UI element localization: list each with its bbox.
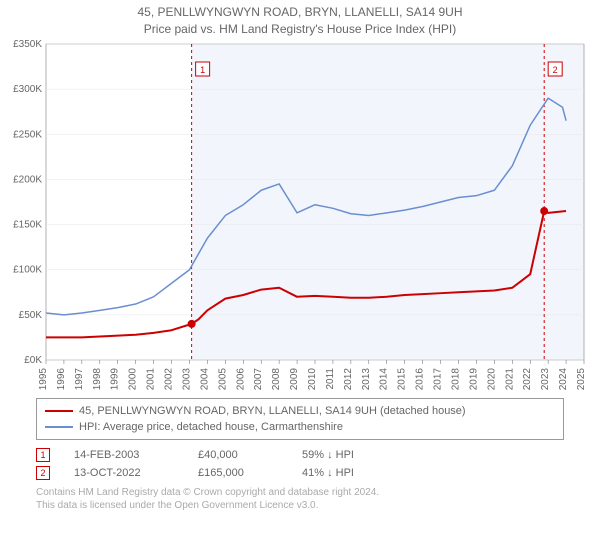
- svg-text:2011: 2011: [325, 367, 336, 389]
- marker-table: 1 14-FEB-2003 £40,000 59% ↓ HPI 2 13-OCT…: [36, 446, 564, 482]
- marker-diff-1: 59% ↓ HPI: [302, 449, 392, 461]
- price-chart: £0K £50K £100K £150K £200K £250K £300K £350K 199…: [0, 38, 600, 394]
- svg-text:1: 1: [200, 65, 205, 75]
- svg-text:2020: 2020: [486, 367, 497, 390]
- legend-item-property: 45, PENLLWYNGWYN ROAD, BRYN, LLANELLI, S…: [45, 403, 555, 419]
- svg-text:2024: 2024: [558, 367, 569, 390]
- svg-text:2000: 2000: [128, 367, 139, 390]
- svg-text:£300K: £300K: [13, 84, 42, 95]
- svg-text:2019: 2019: [468, 367, 479, 390]
- svg-text:2025: 2025: [576, 367, 587, 390]
- chart-container: £0K £50K £100K £150K £200K £250K £300K £350K 199…: [0, 38, 600, 394]
- marker-badge-1: 1: [36, 448, 50, 462]
- svg-text:2009: 2009: [289, 367, 300, 390]
- svg-text:2023: 2023: [540, 367, 551, 390]
- svg-text:2016: 2016: [415, 367, 426, 390]
- svg-text:1998: 1998: [92, 367, 103, 390]
- svg-text:2018: 2018: [450, 367, 461, 390]
- svg-text:1997: 1997: [74, 367, 85, 390]
- svg-text:£150K: £150K: [13, 219, 42, 230]
- svg-text:£0K: £0K: [24, 355, 42, 366]
- svg-text:2014: 2014: [379, 367, 390, 390]
- svg-text:£100K: £100K: [13, 264, 42, 275]
- footnote-line-1: Contains HM Land Registry data © Crown c…: [36, 486, 564, 499]
- svg-text:2021: 2021: [504, 367, 515, 390]
- svg-text:1996: 1996: [56, 367, 67, 390]
- marker-price-1: £40,000: [198, 449, 278, 461]
- svg-text:2012: 2012: [343, 367, 354, 390]
- marker-date-2: 13-OCT-2022: [74, 467, 174, 479]
- svg-text:2006: 2006: [235, 367, 246, 390]
- footnote: Contains HM Land Registry data © Crown c…: [36, 486, 564, 512]
- svg-text:2002: 2002: [164, 367, 175, 390]
- marker-row-1: 1 14-FEB-2003 £40,000 59% ↓ HPI: [36, 446, 564, 464]
- svg-text:2005: 2005: [217, 367, 228, 390]
- marker-diff-2: 41% ↓ HPI: [302, 467, 392, 479]
- legend: 45, PENLLWYNGWYN ROAD, BRYN, LLANELLI, S…: [36, 398, 564, 440]
- legend-label-property: 45, PENLLWYNGWYN ROAD, BRYN, LLANELLI, S…: [79, 405, 466, 417]
- svg-text:2015: 2015: [397, 367, 408, 390]
- svg-text:2003: 2003: [181, 367, 192, 390]
- chart-title-block: 45, PENLLWYNGWYN ROAD, BRYN, LLANELLI, S…: [0, 0, 600, 38]
- svg-text:2004: 2004: [199, 367, 210, 390]
- marker-badge-2: 2: [36, 466, 50, 480]
- legend-swatch-property: [45, 410, 73, 412]
- svg-text:2007: 2007: [253, 367, 264, 390]
- marker-row-2: 2 13-OCT-2022 £165,000 41% ↓ HPI: [36, 464, 564, 482]
- svg-text:£350K: £350K: [13, 39, 42, 50]
- svg-text:£200K: £200K: [13, 174, 42, 185]
- svg-text:2017: 2017: [433, 367, 444, 390]
- title-line-2: Price paid vs. HM Land Registry's House …: [0, 21, 600, 38]
- marker-date-1: 14-FEB-2003: [74, 449, 174, 461]
- footnote-line-2: This data is licensed under the Open Gov…: [36, 499, 564, 512]
- svg-text:2010: 2010: [307, 367, 318, 390]
- svg-text:£250K: £250K: [13, 129, 42, 140]
- svg-text:£50K: £50K: [19, 309, 43, 320]
- svg-text:1999: 1999: [110, 367, 121, 390]
- legend-label-hpi: HPI: Average price, detached house, Carm…: [79, 421, 343, 433]
- svg-text:2013: 2013: [361, 367, 372, 390]
- marker-price-2: £165,000: [198, 467, 278, 479]
- svg-text:2001: 2001: [146, 367, 157, 390]
- svg-text:2: 2: [553, 65, 558, 75]
- svg-text:1995: 1995: [38, 367, 49, 390]
- legend-swatch-hpi: [45, 426, 73, 428]
- legend-item-hpi: HPI: Average price, detached house, Carm…: [45, 419, 555, 435]
- svg-text:2008: 2008: [271, 367, 282, 390]
- svg-text:2022: 2022: [522, 367, 533, 390]
- title-line-1: 45, PENLLWYNGWYN ROAD, BRYN, LLANELLI, S…: [0, 4, 600, 21]
